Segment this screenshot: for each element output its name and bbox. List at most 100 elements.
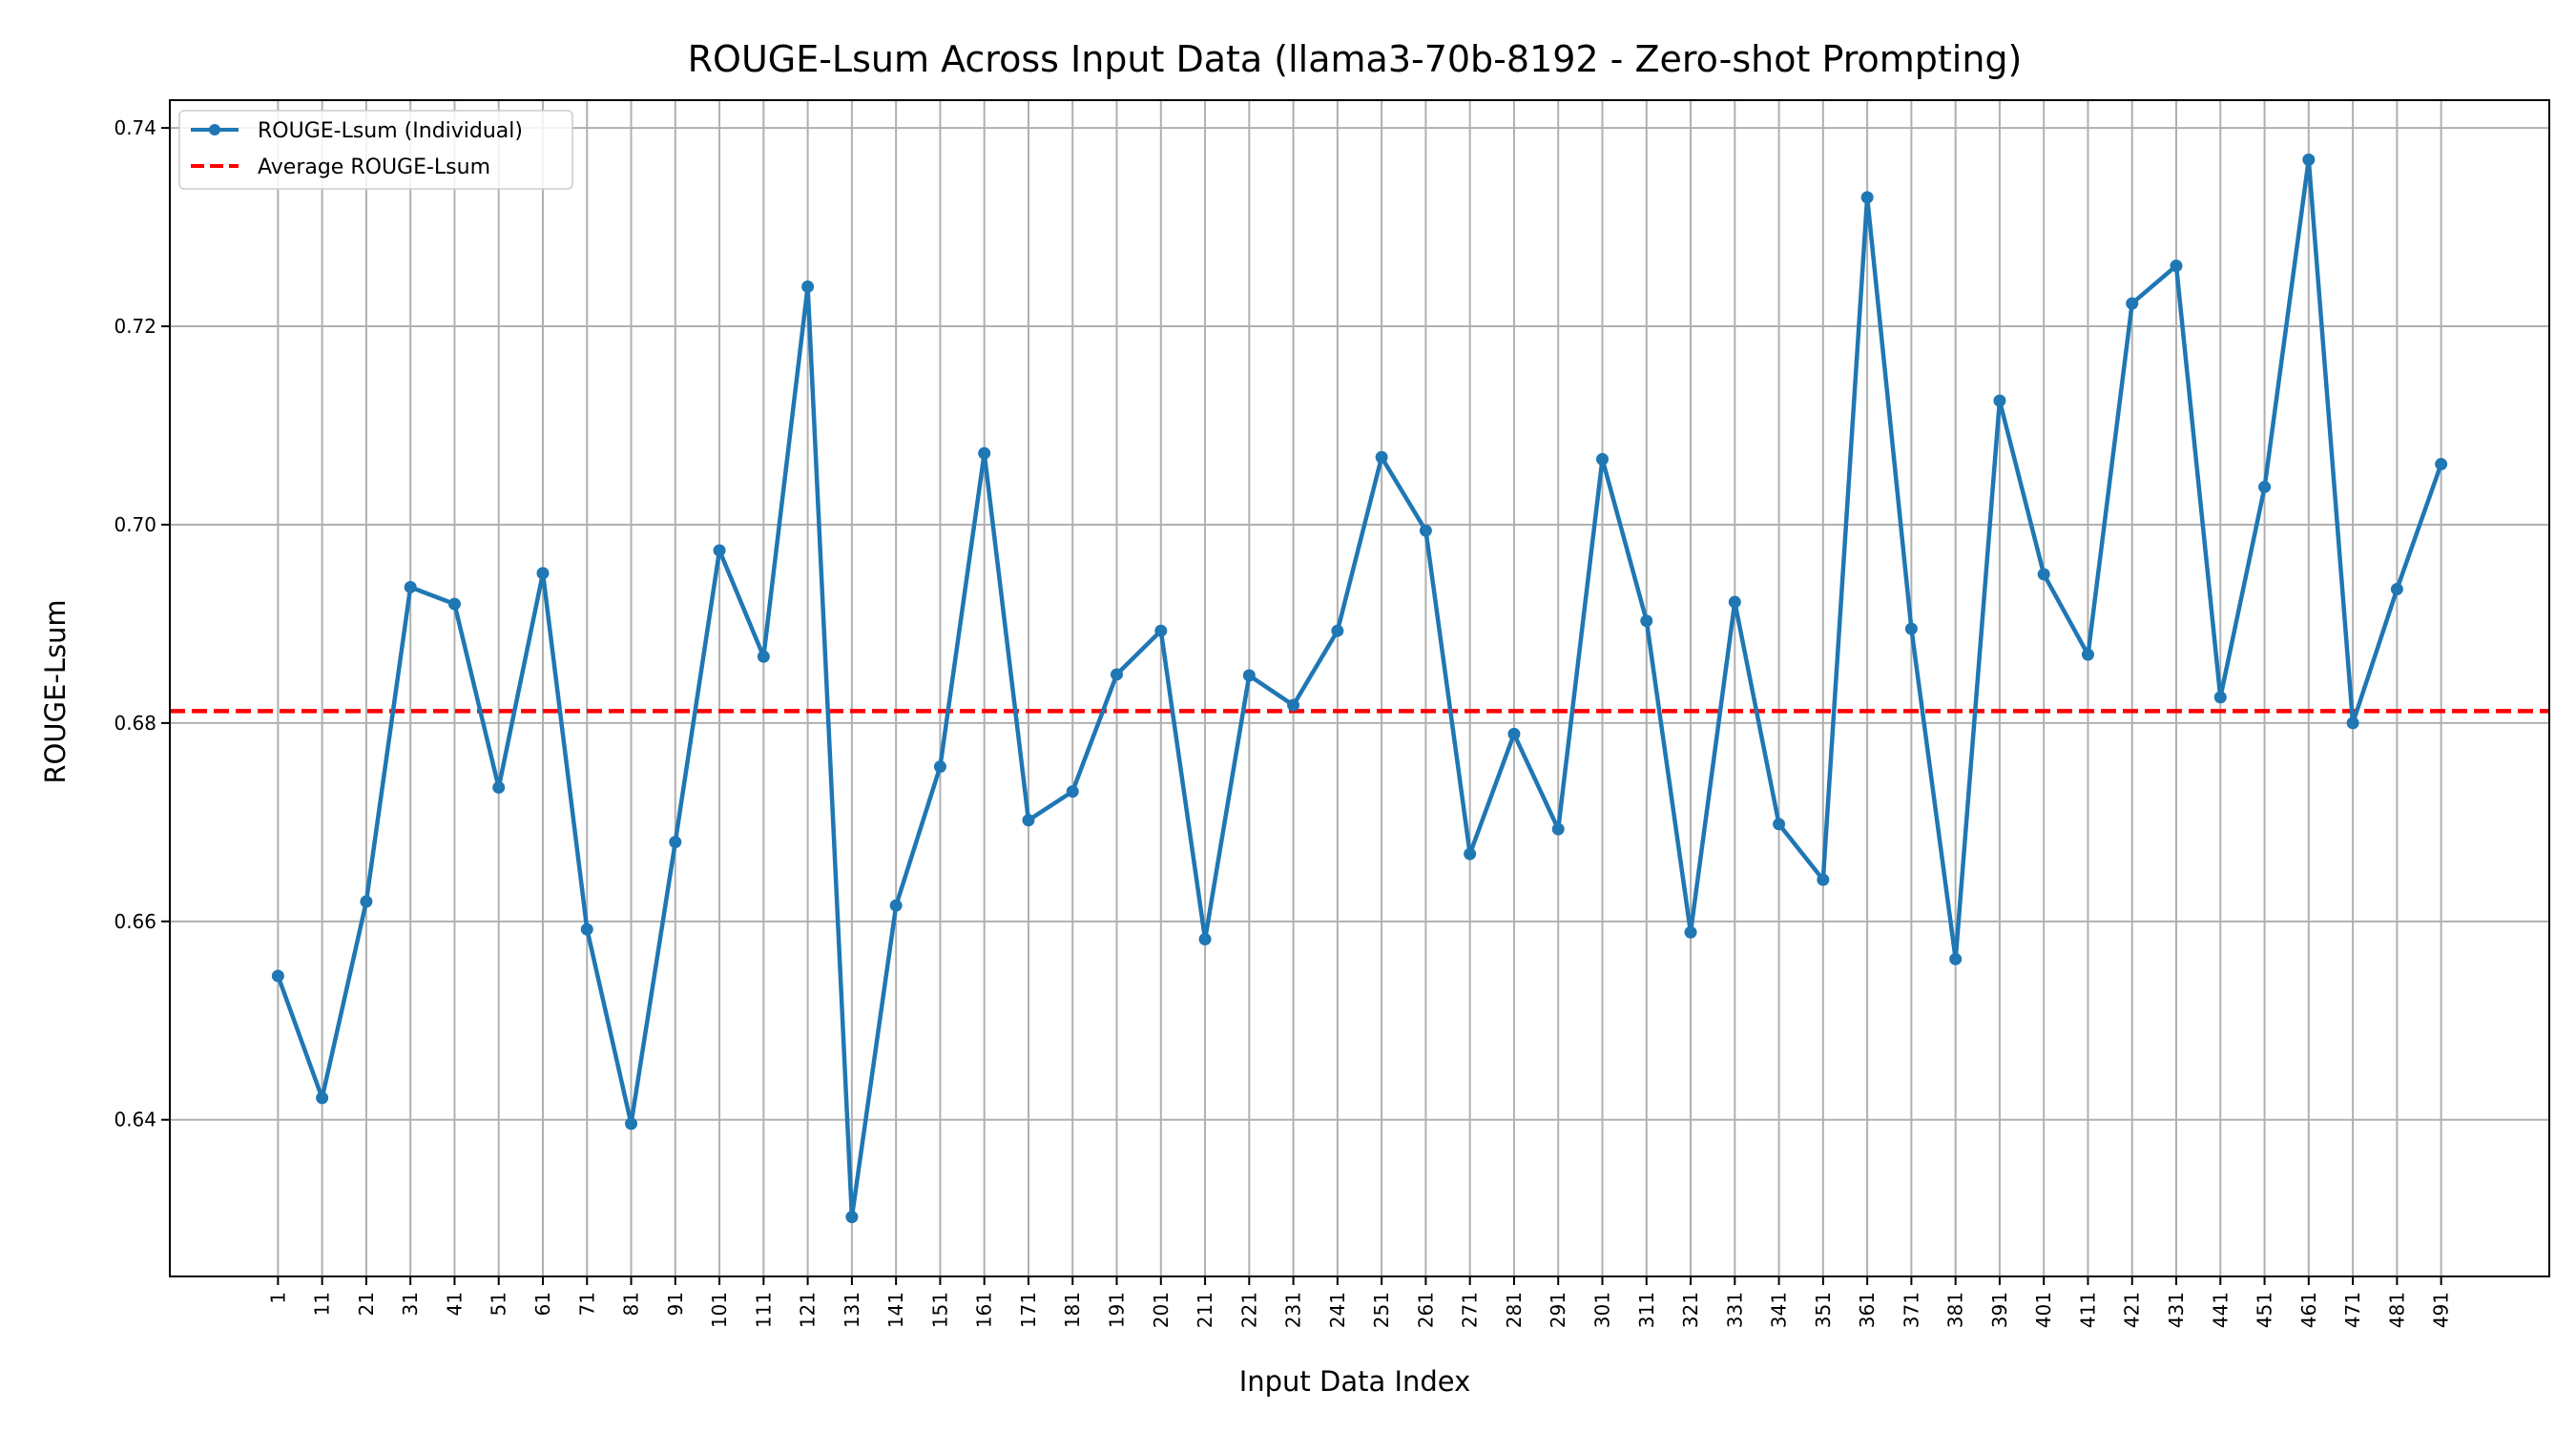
legend-label-average: Average ROUGE-Lsum [258, 156, 490, 179]
data-point [890, 900, 903, 912]
x-tick-label: 11 [311, 1292, 334, 1316]
x-tick-label: 481 [2385, 1292, 2408, 1328]
x-tick-label: 51 [488, 1292, 510, 1316]
data-point [978, 447, 990, 460]
x-tick-label: 31 [399, 1292, 422, 1316]
x-tick-label: 261 [1414, 1292, 1437, 1328]
data-point [625, 1117, 637, 1130]
data-point [2214, 691, 2227, 703]
x-tick-label: 21 [355, 1292, 378, 1316]
data-point [2302, 154, 2315, 166]
data-point [2435, 458, 2447, 470]
data-point [316, 1091, 328, 1104]
x-tick-label: 401 [2032, 1292, 2055, 1328]
x-tick-label: 471 [2341, 1292, 2364, 1328]
x-tick-label: 141 [884, 1292, 907, 1328]
y-tick-label: 0.70 [114, 513, 156, 536]
y-axis-ticks: 0.64 0.66 0.68 0.70 0.72 0.74 [114, 116, 170, 1131]
x-tick-label: 61 [531, 1292, 554, 1316]
data-point [758, 651, 770, 663]
legend-label-individual: ROUGE-Lsum (Individual) [258, 119, 523, 143]
x-tick-label: 231 [1282, 1292, 1305, 1328]
data-point [2082, 649, 2094, 661]
data-point [272, 969, 284, 982]
data-point [492, 781, 505, 794]
x-tick-label: 201 [1150, 1292, 1173, 1328]
x-tick-label: 411 [2076, 1292, 2099, 1328]
series-line-individual [278, 159, 2441, 1216]
x-tick-label: 191 [1106, 1292, 1129, 1328]
x-tick-label: 301 [1590, 1292, 1613, 1328]
legend-marker-individual [209, 124, 220, 135]
x-tick-label: 271 [1459, 1292, 1482, 1328]
data-point [360, 896, 372, 908]
x-tick-label: 331 [1723, 1292, 1746, 1328]
x-tick-label: 251 [1370, 1292, 1393, 1328]
x-tick-label: 371 [1900, 1292, 1922, 1328]
data-point [1420, 525, 1432, 537]
data-point [1464, 848, 1476, 861]
data-point [1596, 453, 1609, 466]
y-tick-label: 0.66 [114, 910, 156, 933]
x-tick-label: 311 [1635, 1292, 1658, 1328]
data-point [801, 280, 814, 293]
legend: ROUGE-Lsum (Individual) Average ROUGE-Ls… [179, 111, 572, 189]
data-point [2126, 298, 2138, 310]
x-axis-ticks: 1 11 21 31 41 51 61 71 81 91 101 111 121 131 141 151 161… [266, 1276, 2452, 1328]
chart-title: ROUGE-Lsum Across Input Data (llama3-70b… [688, 38, 2023, 80]
data-point [1552, 823, 1565, 836]
data-point [1111, 668, 1123, 680]
x-tick-label: 361 [1856, 1292, 1879, 1328]
y-axis-title: ROUGE-Lsum [39, 599, 72, 783]
plot-frame [170, 100, 2549, 1276]
x-tick-label: 211 [1194, 1292, 1216, 1328]
x-tick-label: 71 [575, 1292, 598, 1316]
data-point [2347, 716, 2359, 729]
data-point [1154, 625, 1167, 637]
x-tick-label: 91 [664, 1292, 687, 1316]
data-point [581, 923, 593, 936]
x-tick-label: 421 [2121, 1292, 2144, 1328]
data-point [448, 598, 461, 611]
grid-lines [170, 100, 2549, 1276]
x-tick-label: 1 [266, 1292, 289, 1304]
data-point [1067, 785, 1079, 798]
data-point [536, 567, 549, 579]
y-tick-label: 0.68 [114, 712, 156, 735]
x-tick-label: 451 [2254, 1292, 2276, 1328]
y-tick-label: 0.64 [114, 1109, 156, 1131]
data-point [1773, 818, 1785, 830]
x-tick-label: 321 [1679, 1292, 1702, 1328]
data-point [1376, 451, 1388, 464]
y-tick-label: 0.72 [114, 315, 156, 338]
data-point [1507, 728, 1520, 740]
x-tick-label: 241 [1326, 1292, 1349, 1328]
data-point [2038, 568, 2050, 580]
x-tick-label: 431 [2165, 1292, 2188, 1328]
data-point [1861, 191, 1874, 203]
x-tick-label: 111 [752, 1292, 775, 1328]
data-point [1243, 669, 1256, 681]
data-point [1949, 953, 1962, 965]
x-tick-label: 381 [1944, 1292, 1967, 1328]
data-point [2258, 481, 2271, 493]
x-tick-label: 441 [2209, 1292, 2232, 1328]
data-point [714, 544, 726, 556]
data-point [845, 1211, 858, 1223]
data-point [1022, 814, 1034, 826]
x-tick-label: 41 [443, 1292, 466, 1316]
data-point [1817, 874, 1829, 886]
x-axis-title: Input Data Index [1239, 1365, 1471, 1398]
data-point [1331, 625, 1343, 637]
data-point [1729, 596, 1741, 609]
data-point [1640, 614, 1652, 627]
x-tick-label: 291 [1547, 1292, 1569, 1328]
data-point [669, 836, 681, 848]
data-point [934, 760, 946, 773]
series-layer [272, 154, 2447, 1223]
data-point [2171, 259, 2183, 272]
data-point [1993, 395, 2005, 407]
data-point [1905, 623, 1918, 635]
